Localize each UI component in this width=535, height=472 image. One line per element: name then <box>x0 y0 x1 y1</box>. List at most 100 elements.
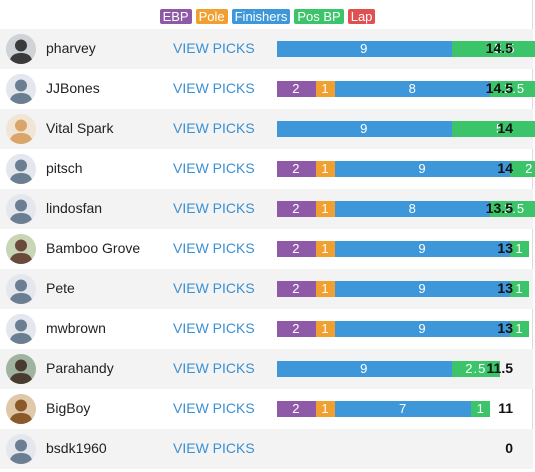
leaderboard-row: mwbrown VIEW PICKS 2 1 9 1 13 <box>0 309 533 349</box>
avatar <box>6 234 36 264</box>
points-bar: 9 2.5 <box>277 361 501 377</box>
bar-segment-posbp: 2.5 <box>490 201 535 217</box>
legend-pole: Pole <box>195 9 228 24</box>
points-bar: 2 1 8 2.5 <box>277 201 535 217</box>
avatar <box>6 74 36 104</box>
points-bar: 9 5.5 <box>277 41 535 57</box>
view-picks-link[interactable]: VIEW PICKS <box>173 400 255 416</box>
bar-segment-finishers: 9 <box>335 241 510 257</box>
leaderboard-row: pharvey VIEW PICKS 9 5.5 14.5 <box>0 29 535 69</box>
total-score: 0 <box>505 440 513 456</box>
avatar <box>6 114 36 144</box>
legend-posbp: Pos BP <box>294 9 344 24</box>
bar-segment-finishers: 9 <box>277 121 452 137</box>
legend-ebp: EBP <box>159 9 192 24</box>
total-score: 13 <box>497 280 513 296</box>
bar-segment-pole: 1 <box>315 81 336 97</box>
bar-segment-finishers: 8 <box>335 81 491 97</box>
bar-segment-finishers: 9 <box>277 361 452 377</box>
avatar <box>6 274 36 304</box>
bar-segment-ebp: 2 <box>277 241 316 257</box>
view-picks-link[interactable]: VIEW PICKS <box>173 80 255 96</box>
avatar <box>6 314 36 344</box>
avatar <box>6 434 36 464</box>
leaderboard-list: pharvey VIEW PICKS 9 5.5 14.5 JJBones VIEW PIC… <box>0 29 535 469</box>
player-name: pitsch <box>46 160 83 176</box>
leaderboard-row: Parahandy VIEW PICKS 9 2.5 11.5 <box>0 349 533 389</box>
leaderboard-row: Bamboo Grove VIEW PICKS 2 1 9 1 13 <box>0 229 533 269</box>
bar-segment-posbp: 1 <box>509 241 530 257</box>
bar-segment-finishers: 9 <box>335 321 510 337</box>
view-picks-link[interactable]: VIEW PICKS <box>173 360 255 376</box>
bar-segment-ebp: 2 <box>277 201 316 217</box>
avatar <box>6 34 36 64</box>
bar-segment-posbp: 2.5 <box>451 361 501 377</box>
bar-segment-ebp: 2 <box>277 81 316 97</box>
bar-segment-pole: 1 <box>315 161 336 177</box>
bar-segment-posbp: 5 <box>451 121 535 137</box>
player-name: bsdk1960 <box>46 440 107 456</box>
total-score: 13.5 <box>485 200 513 216</box>
bar-segment-posbp: 1 <box>509 281 530 297</box>
leaderboard-row: Pete VIEW PICKS 2 1 9 1 13 <box>0 269 533 309</box>
legend-lap: Lap <box>347 9 376 24</box>
bar-segment-pole: 1 <box>315 321 336 337</box>
view-picks-link[interactable]: VIEW PICKS <box>173 120 255 136</box>
total-score: 13 <box>497 320 513 336</box>
leaderboard-row: BigBoy VIEW PICKS 2 1 7 1 11 <box>0 389 533 429</box>
player-name: JJBones <box>46 80 100 96</box>
bar-segment-finishers: 9 <box>277 41 452 57</box>
total-score: 13 <box>497 240 513 256</box>
view-picks-link[interactable]: VIEW PICKS <box>173 440 255 456</box>
view-picks-link[interactable]: VIEW PICKS <box>173 240 255 256</box>
bar-segment-posbp: 1 <box>470 401 491 417</box>
leaderboard-row: pitsch VIEW PICKS 2 1 9 2 14 <box>0 149 535 189</box>
legend-finishers: Finishers <box>231 9 291 24</box>
points-legend: EBP Pole Finishers Pos BP Lap <box>0 9 535 24</box>
player-name: Vital Spark <box>46 120 114 136</box>
bar-segment-pole: 1 <box>315 201 336 217</box>
view-picks-link[interactable]: VIEW PICKS <box>173 200 255 216</box>
bar-segment-ebp: 2 <box>277 281 316 297</box>
bar-segment-finishers: 9 <box>335 161 510 177</box>
leaderboard-row: bsdk1960 VIEW PICKS 0 <box>0 429 533 469</box>
bar-segment-ebp: 2 <box>277 321 316 337</box>
view-picks-link[interactable]: VIEW PICKS <box>173 160 255 176</box>
avatar <box>6 394 36 424</box>
player-name: BigBoy <box>46 400 91 416</box>
bar-segment-ebp: 2 <box>277 161 316 177</box>
player-name: lindosfan <box>46 200 103 216</box>
total-score: 14 <box>497 160 513 176</box>
leaderboard-row: Vital Spark VIEW PICKS 9 5 14 <box>0 109 535 149</box>
bar-segment-posbp: 2.5 <box>490 81 535 97</box>
view-picks-link[interactable]: VIEW PICKS <box>173 280 255 296</box>
view-picks-link[interactable]: VIEW PICKS <box>173 40 255 56</box>
bar-segment-posbp: 2 <box>509 161 535 177</box>
bar-segment-finishers: 7 <box>335 401 471 417</box>
player-name: Pete <box>46 280 75 296</box>
bar-segment-posbp: 1 <box>509 321 530 337</box>
player-name: pharvey <box>46 40 96 56</box>
total-score: 14 <box>497 120 513 136</box>
bar-segment-pole: 1 <box>315 241 336 257</box>
bar-segment-ebp: 2 <box>277 401 316 417</box>
bar-segment-posbp: 5.5 <box>451 41 535 57</box>
view-picks-link[interactable]: VIEW PICKS <box>173 320 255 336</box>
bar-segment-pole: 1 <box>315 281 336 297</box>
bar-segment-finishers: 9 <box>335 281 510 297</box>
total-score: 11.5 <box>486 360 513 376</box>
player-name: mwbrown <box>46 320 106 336</box>
total-score: 11 <box>498 400 513 416</box>
leaderboard-row: lindosfan VIEW PICKS 2 1 8 2.5 13.5 <box>0 189 535 229</box>
total-score: 14.5 <box>485 40 513 56</box>
bar-segment-finishers: 8 <box>335 201 491 217</box>
avatar <box>6 194 36 224</box>
avatar <box>6 354 36 384</box>
